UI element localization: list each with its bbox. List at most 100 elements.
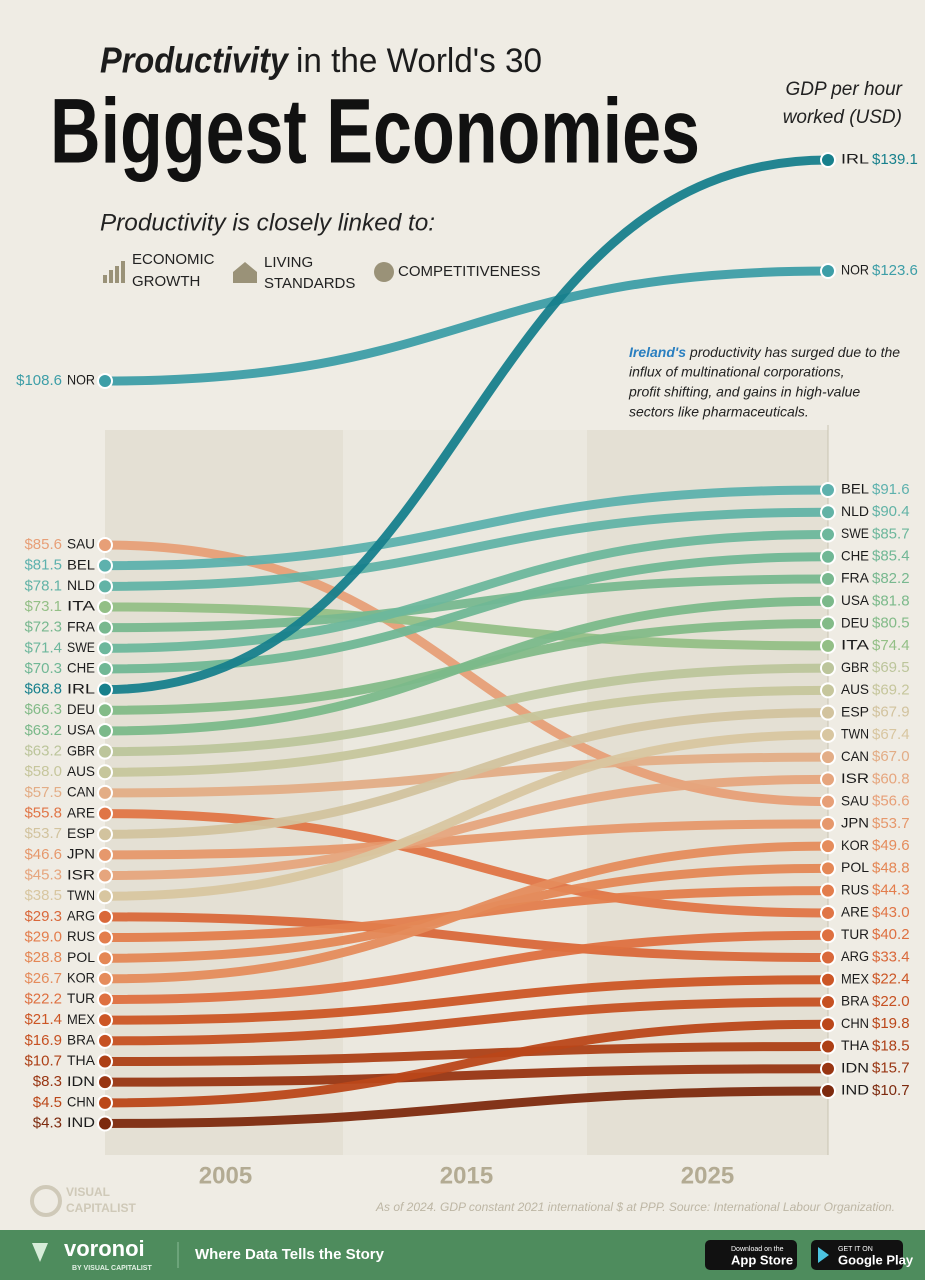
series-line: [100, 596, 833, 736]
value-label: $85.6: [24, 536, 62, 553]
flag: [97, 660, 113, 677]
flag: [97, 557, 113, 574]
theme: GROWTH: [132, 273, 200, 290]
country-label: CHN: [67, 1094, 95, 1110]
country-label: ARE: [841, 904, 869, 920]
country-label: NOR: [67, 372, 95, 388]
value-label: $15.7: [872, 1060, 910, 1077]
value-label: $4.3: [33, 1114, 62, 1131]
icon: [115, 266, 119, 283]
flag: [97, 846, 113, 863]
x-tick-label: 2015: [440, 1162, 493, 1189]
google-play-text: GET IT ON: [838, 1246, 873, 1253]
value-label: $10.7: [872, 1082, 910, 1099]
flag: [97, 929, 113, 946]
value-label: $82.2: [872, 570, 910, 587]
country-label: USA: [67, 722, 96, 738]
flag: [820, 1060, 836, 1077]
value-label: $67.0: [872, 748, 910, 765]
country-label: CHE: [67, 660, 95, 676]
value-label: $67.9: [872, 704, 910, 721]
x-tick-label: 2025: [681, 1162, 734, 1189]
value-label: $72.3: [24, 619, 62, 636]
value-label: $26.7: [24, 970, 62, 987]
country-label: THA: [67, 1052, 96, 1068]
value-label: $90.4: [872, 503, 910, 520]
flag: [97, 702, 113, 719]
theme: LIVING: [264, 254, 313, 271]
flag: [820, 1038, 836, 1055]
country-label: SAU: [841, 792, 869, 808]
value-label: $81.8: [872, 592, 910, 609]
series-line: [100, 841, 833, 984]
flag: [97, 537, 113, 553]
note: As of 2024. GDP constant 2021 internatio…: [375, 1200, 895, 1214]
flag: [820, 793, 836, 810]
flag: [97, 743, 113, 760]
value-label: $53.7: [872, 815, 910, 832]
value-label: $29.0: [24, 929, 62, 946]
flag: [97, 722, 113, 739]
country-label: POL: [841, 859, 869, 875]
value-label: $38.5: [24, 887, 62, 904]
value-label: $57.5: [24, 784, 62, 801]
value-label: $85.7: [872, 525, 910, 542]
value-label: $8.3: [33, 1073, 62, 1090]
flag: [820, 927, 836, 944]
flag: [820, 263, 836, 279]
flag: [97, 1012, 113, 1029]
flag: [97, 888, 113, 905]
flag: [97, 373, 113, 389]
flag: [820, 593, 836, 610]
series-line: [100, 663, 833, 757]
icon: [374, 262, 394, 282]
value-label: $19.8: [872, 1015, 910, 1032]
country-label: BEL: [67, 556, 95, 572]
value-label: $80.5: [872, 615, 910, 632]
series-line: [100, 530, 833, 653]
series-line: [100, 1019, 833, 1108]
country-label: FRA: [67, 618, 96, 634]
flag: [820, 548, 836, 565]
google-play-button[interactable]: [811, 1240, 903, 1270]
country-label: TUR: [67, 990, 95, 1006]
value-label: $81.5: [24, 557, 62, 574]
footer-byline: BY VISUAL CAPITALIST: [72, 1265, 152, 1272]
country-label: ITA: [67, 598, 96, 614]
country-label: FRA: [841, 570, 870, 586]
country-label: ITA: [841, 637, 870, 653]
country-label: IRL: [67, 680, 95, 696]
app-store-button[interactable]: [705, 1240, 797, 1270]
value-label: $16.9: [24, 1032, 62, 1049]
flag: [820, 815, 836, 832]
value-label: $49.6: [872, 837, 910, 854]
icon: [233, 262, 257, 283]
country-label: IND: [841, 1082, 869, 1098]
flag: [820, 904, 836, 921]
series-line: [100, 774, 833, 881]
flag: [97, 950, 113, 967]
value-label: $66.3: [24, 701, 62, 718]
annotation-line: sectors like pharmaceuticals.: [629, 404, 809, 420]
country-label: GBR: [67, 742, 95, 758]
flag: [97, 867, 113, 884]
watermark: VISUAL: [66, 1185, 110, 1199]
series-line: [100, 485, 833, 571]
theme: COMPETITIVENESS: [398, 263, 541, 280]
value-label: $67.4: [872, 726, 910, 743]
country-label: ARG: [67, 908, 95, 924]
series-line: [100, 1064, 833, 1087]
value-label: $10.7: [24, 1052, 62, 1069]
country-label: BRA: [67, 1032, 96, 1048]
value-label: $70.3: [24, 660, 62, 677]
annotation: Ireland's productivity has surged due to…: [629, 344, 900, 360]
value-label: $73.1: [24, 598, 62, 615]
country-label: ARG: [841, 948, 869, 964]
country-label: IND: [67, 1114, 95, 1130]
value-label: $46.6: [24, 846, 62, 863]
country-label: ESP: [67, 825, 95, 841]
country-label: IRL: [841, 151, 869, 167]
chart-title: Biggest Economies: [50, 80, 700, 182]
